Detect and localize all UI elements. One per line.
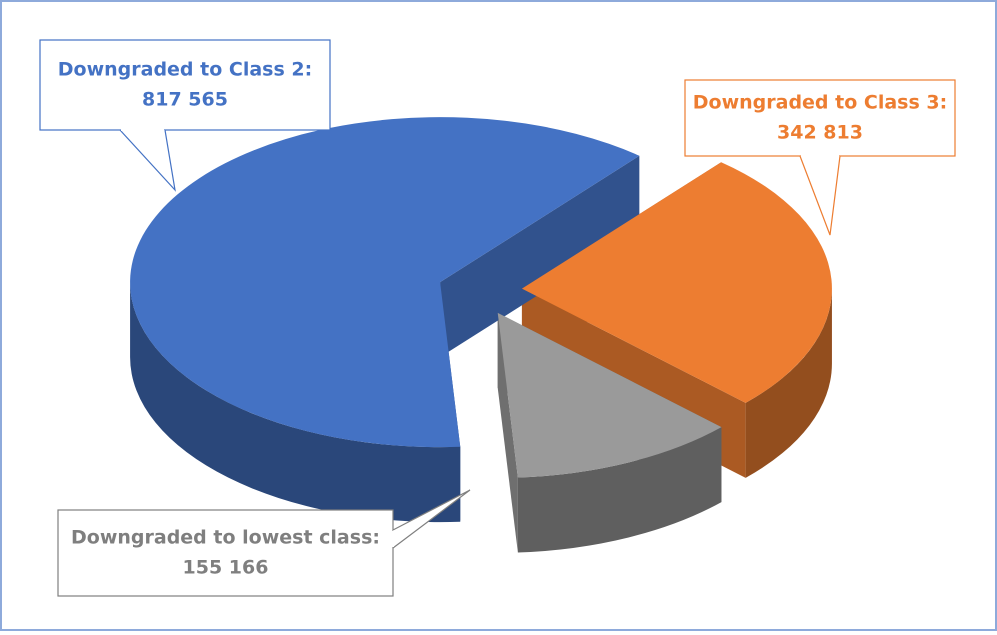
callout-box	[39, 39, 331, 131]
slice	[521, 162, 832, 403]
value-label: 342 813	[777, 122, 863, 144]
value-label: 155 166	[183, 557, 269, 579]
slice-side	[745, 288, 832, 478]
slice-cut	[440, 155, 640, 358]
value-label: 817 565	[142, 89, 228, 111]
callout-pointer	[799, 155, 841, 236]
callout-pointer	[119, 129, 176, 192]
slice-cut	[497, 312, 518, 553]
slice-side	[517, 427, 722, 553]
callout-box	[684, 79, 956, 157]
callout-pointer	[392, 489, 471, 549]
slice	[497, 312, 722, 478]
slice-side	[130, 282, 461, 523]
category-label: Downgraded to Class 2:	[58, 59, 312, 81]
slice	[130, 117, 640, 448]
category-label: Downgraded to Class 3:	[693, 92, 947, 114]
callout-box	[57, 509, 394, 597]
category-label: Downgraded to lowest class:	[71, 527, 380, 549]
